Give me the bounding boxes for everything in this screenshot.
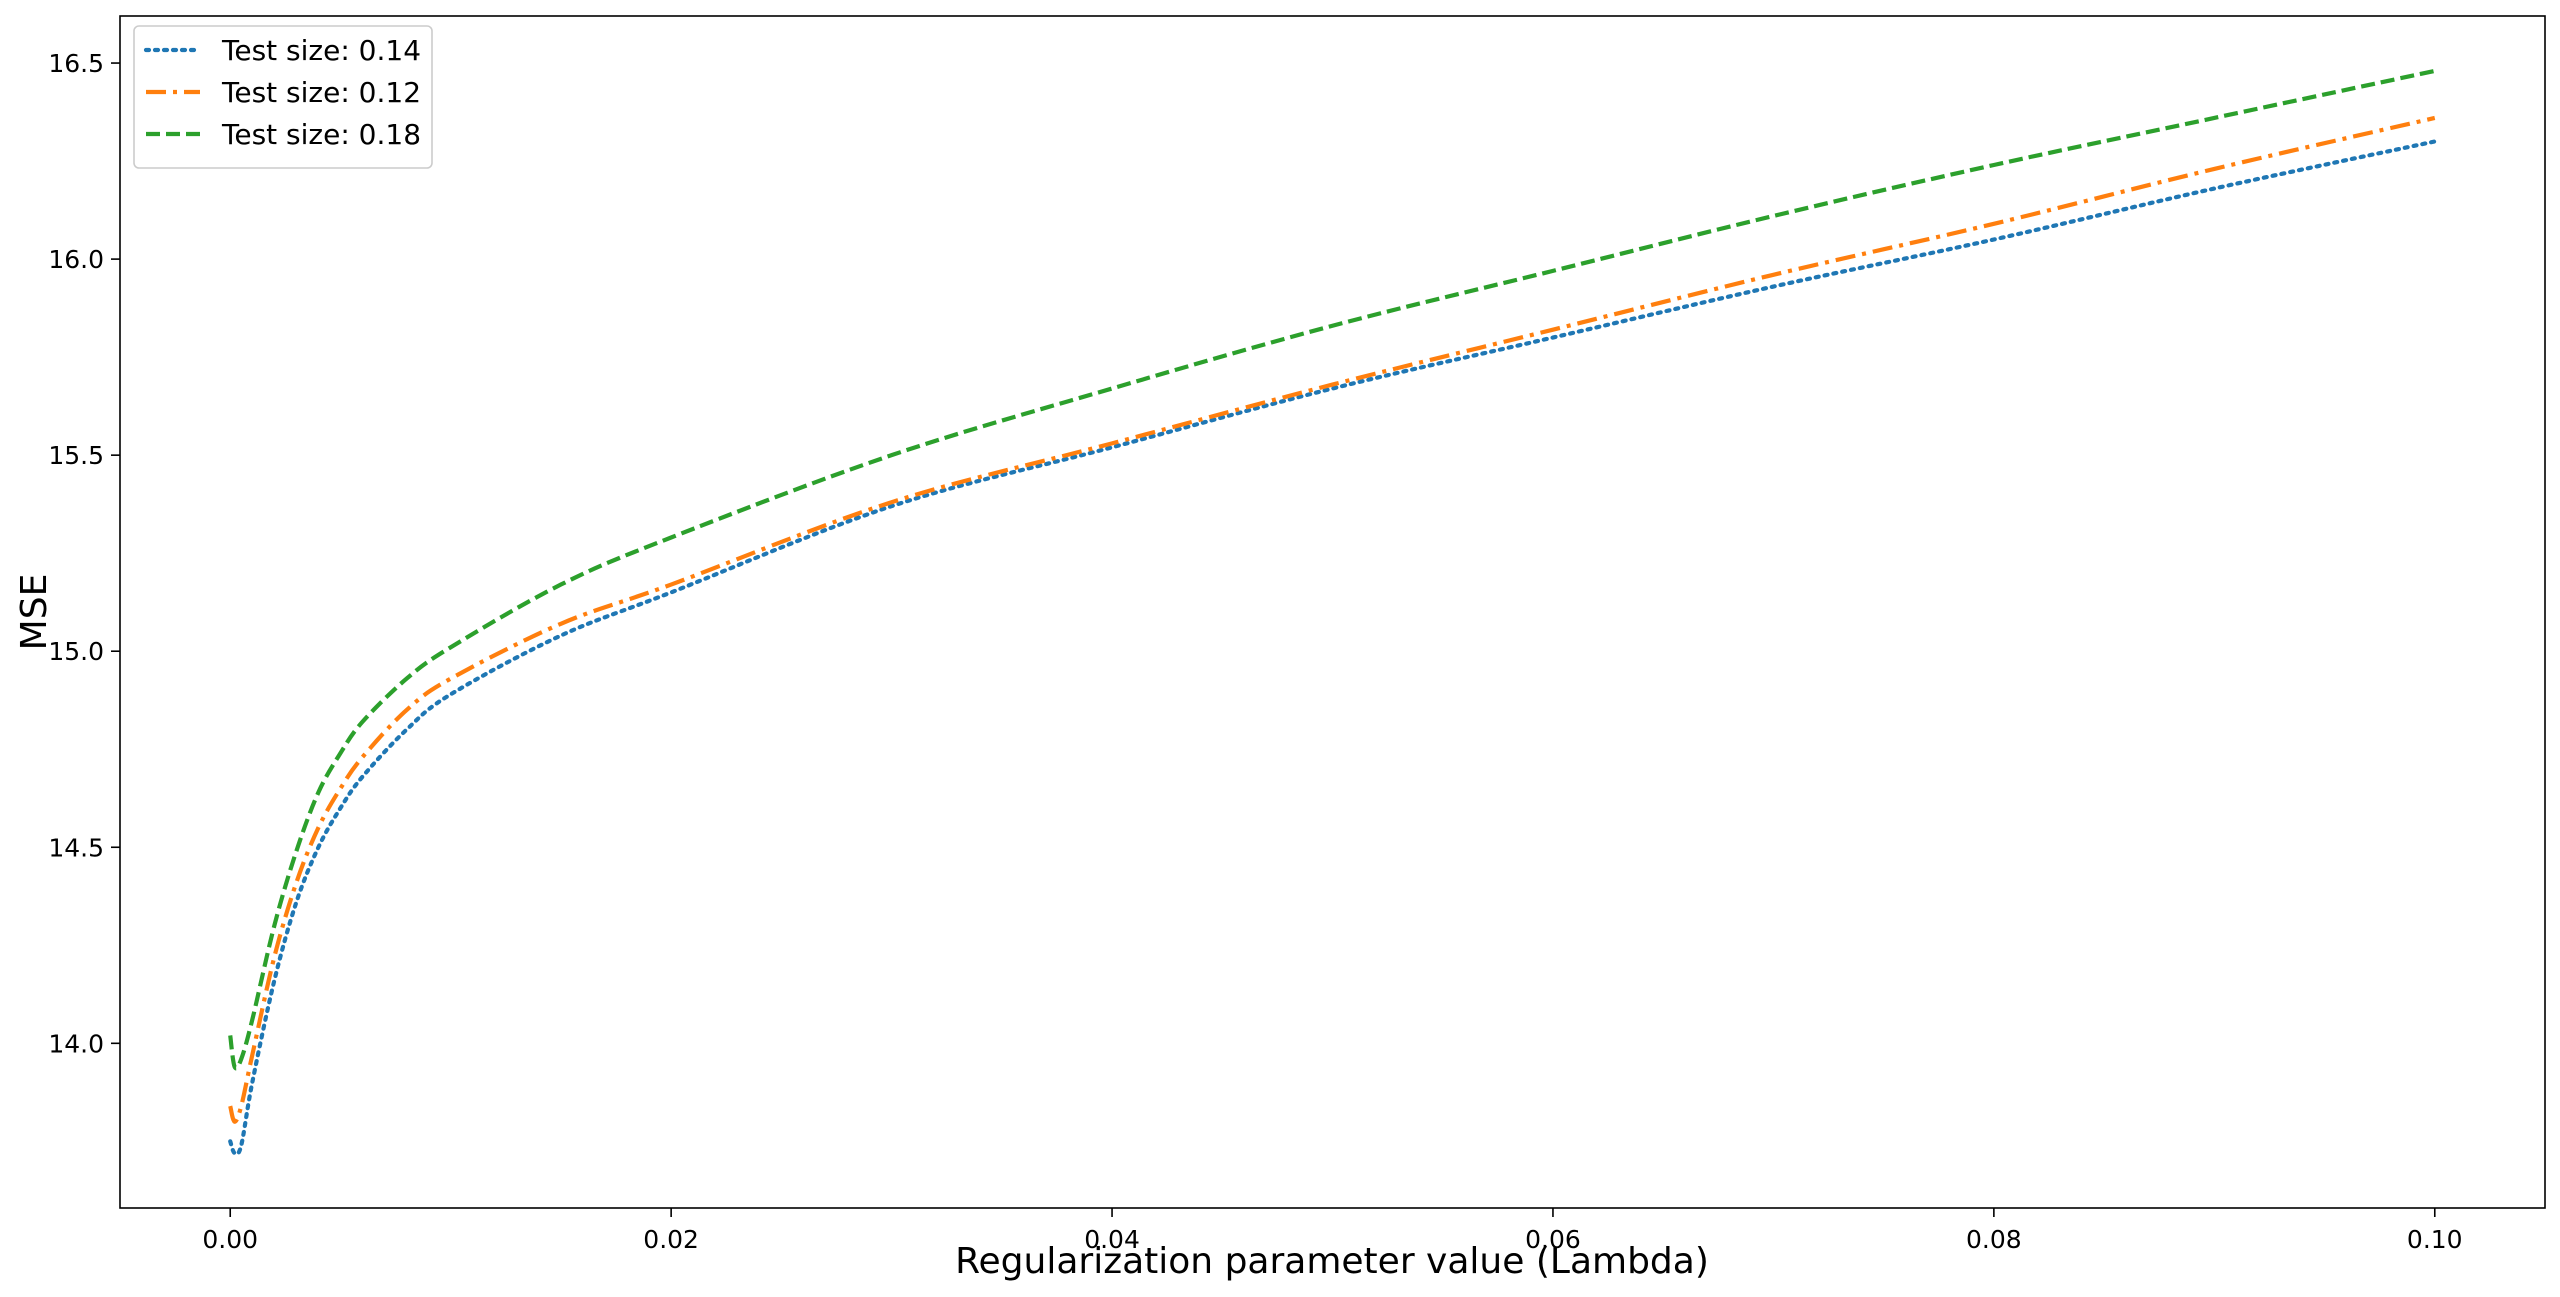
y-axis: 14.0 14.5 15.0 15.5 16.0 16.5 [48, 49, 120, 1058]
x-tick-label: 0.04 [1084, 1225, 1140, 1254]
legend-label: Test size: 0.12 [221, 76, 421, 109]
legend-box [133, 25, 433, 169]
x-tick-label: 0.06 [1525, 1225, 1581, 1254]
y-tick-label: 16.0 [48, 245, 104, 274]
series-line-2 [228, 68, 2436, 1071]
y-tick-label: 14.0 [48, 1029, 104, 1058]
plot-lines [228, 68, 2437, 1157]
y-tick-label: 15.5 [48, 441, 104, 470]
x-axis-label: Regularization parameter value (Lambda) [955, 1241, 1709, 1282]
legend-label: Test size: 0.14 [221, 34, 421, 67]
legend-label: Test size: 0.18 [221, 118, 421, 151]
x-tick-label: 0.00 [202, 1225, 258, 1254]
x-tick-label: 0.02 [643, 1225, 699, 1254]
y-axis-label: MSE [14, 574, 55, 651]
y-tick-label: 14.5 [48, 833, 104, 862]
x-tick-label: 0.10 [2407, 1225, 2463, 1254]
y-tick-label: 15.0 [48, 637, 104, 666]
x-axis: 0.00 0.02 0.04 0.06 0.08 0.10 [202, 1208, 2463, 1254]
series-line-0 [228, 139, 2437, 1157]
x-tick-label: 0.08 [1966, 1225, 2022, 1254]
plot-frame [119, 15, 2546, 1209]
series-line-1 [228, 115, 2436, 1124]
y-tick-label: 16.5 [48, 49, 104, 78]
legend: Test size: 0.14 Test size: 0.12 Test size:… [133, 25, 433, 169]
